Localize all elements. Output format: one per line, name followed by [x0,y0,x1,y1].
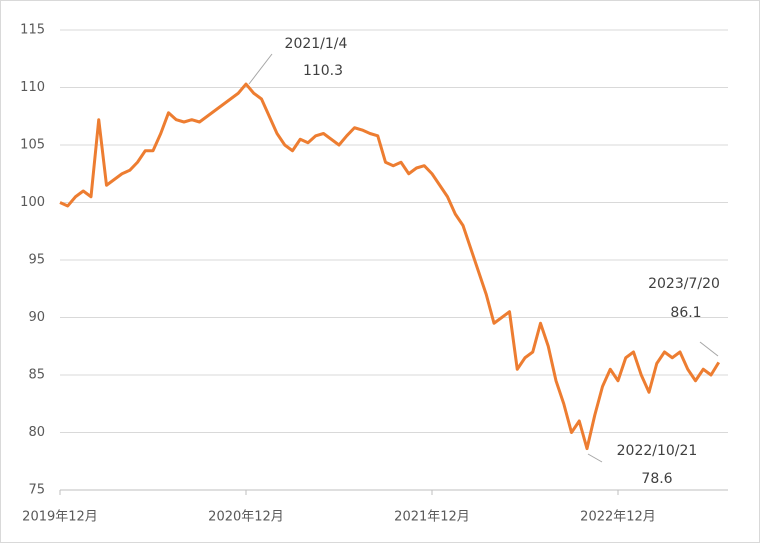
y-tick-label: 105 [20,138,45,153]
y-tick-label: 110 [20,80,45,95]
annotation-date: 2023/7/20 [648,276,720,292]
x-tick-label: 2020年12月 [208,510,284,525]
x-tick-label: 2022年12月 [580,510,656,525]
annotation-date: 2021/1/4 [285,36,348,52]
line-series [59,82,721,451]
x-tick-label: 2019年12月 [22,510,98,525]
annotation-date: 2022/10/21 [617,443,698,459]
annotation-leader [699,341,719,357]
annotation-value: 78.6 [641,471,672,487]
y-tick-label: 80 [28,425,45,440]
y-tick-label: 90 [28,310,45,325]
annotation-leader [248,53,273,85]
y-tick-label: 85 [28,368,45,383]
annotation-leader [587,453,603,463]
annotation-value: 110.3 [303,63,343,79]
y-tick-label: 75 [28,483,45,498]
annotation-value: 86.1 [670,305,701,321]
x-tick-label: 2021年12月 [394,510,470,525]
y-tick-label: 115 [20,23,45,38]
y-tick-label: 95 [28,253,45,268]
y-tick-label: 100 [20,195,45,210]
